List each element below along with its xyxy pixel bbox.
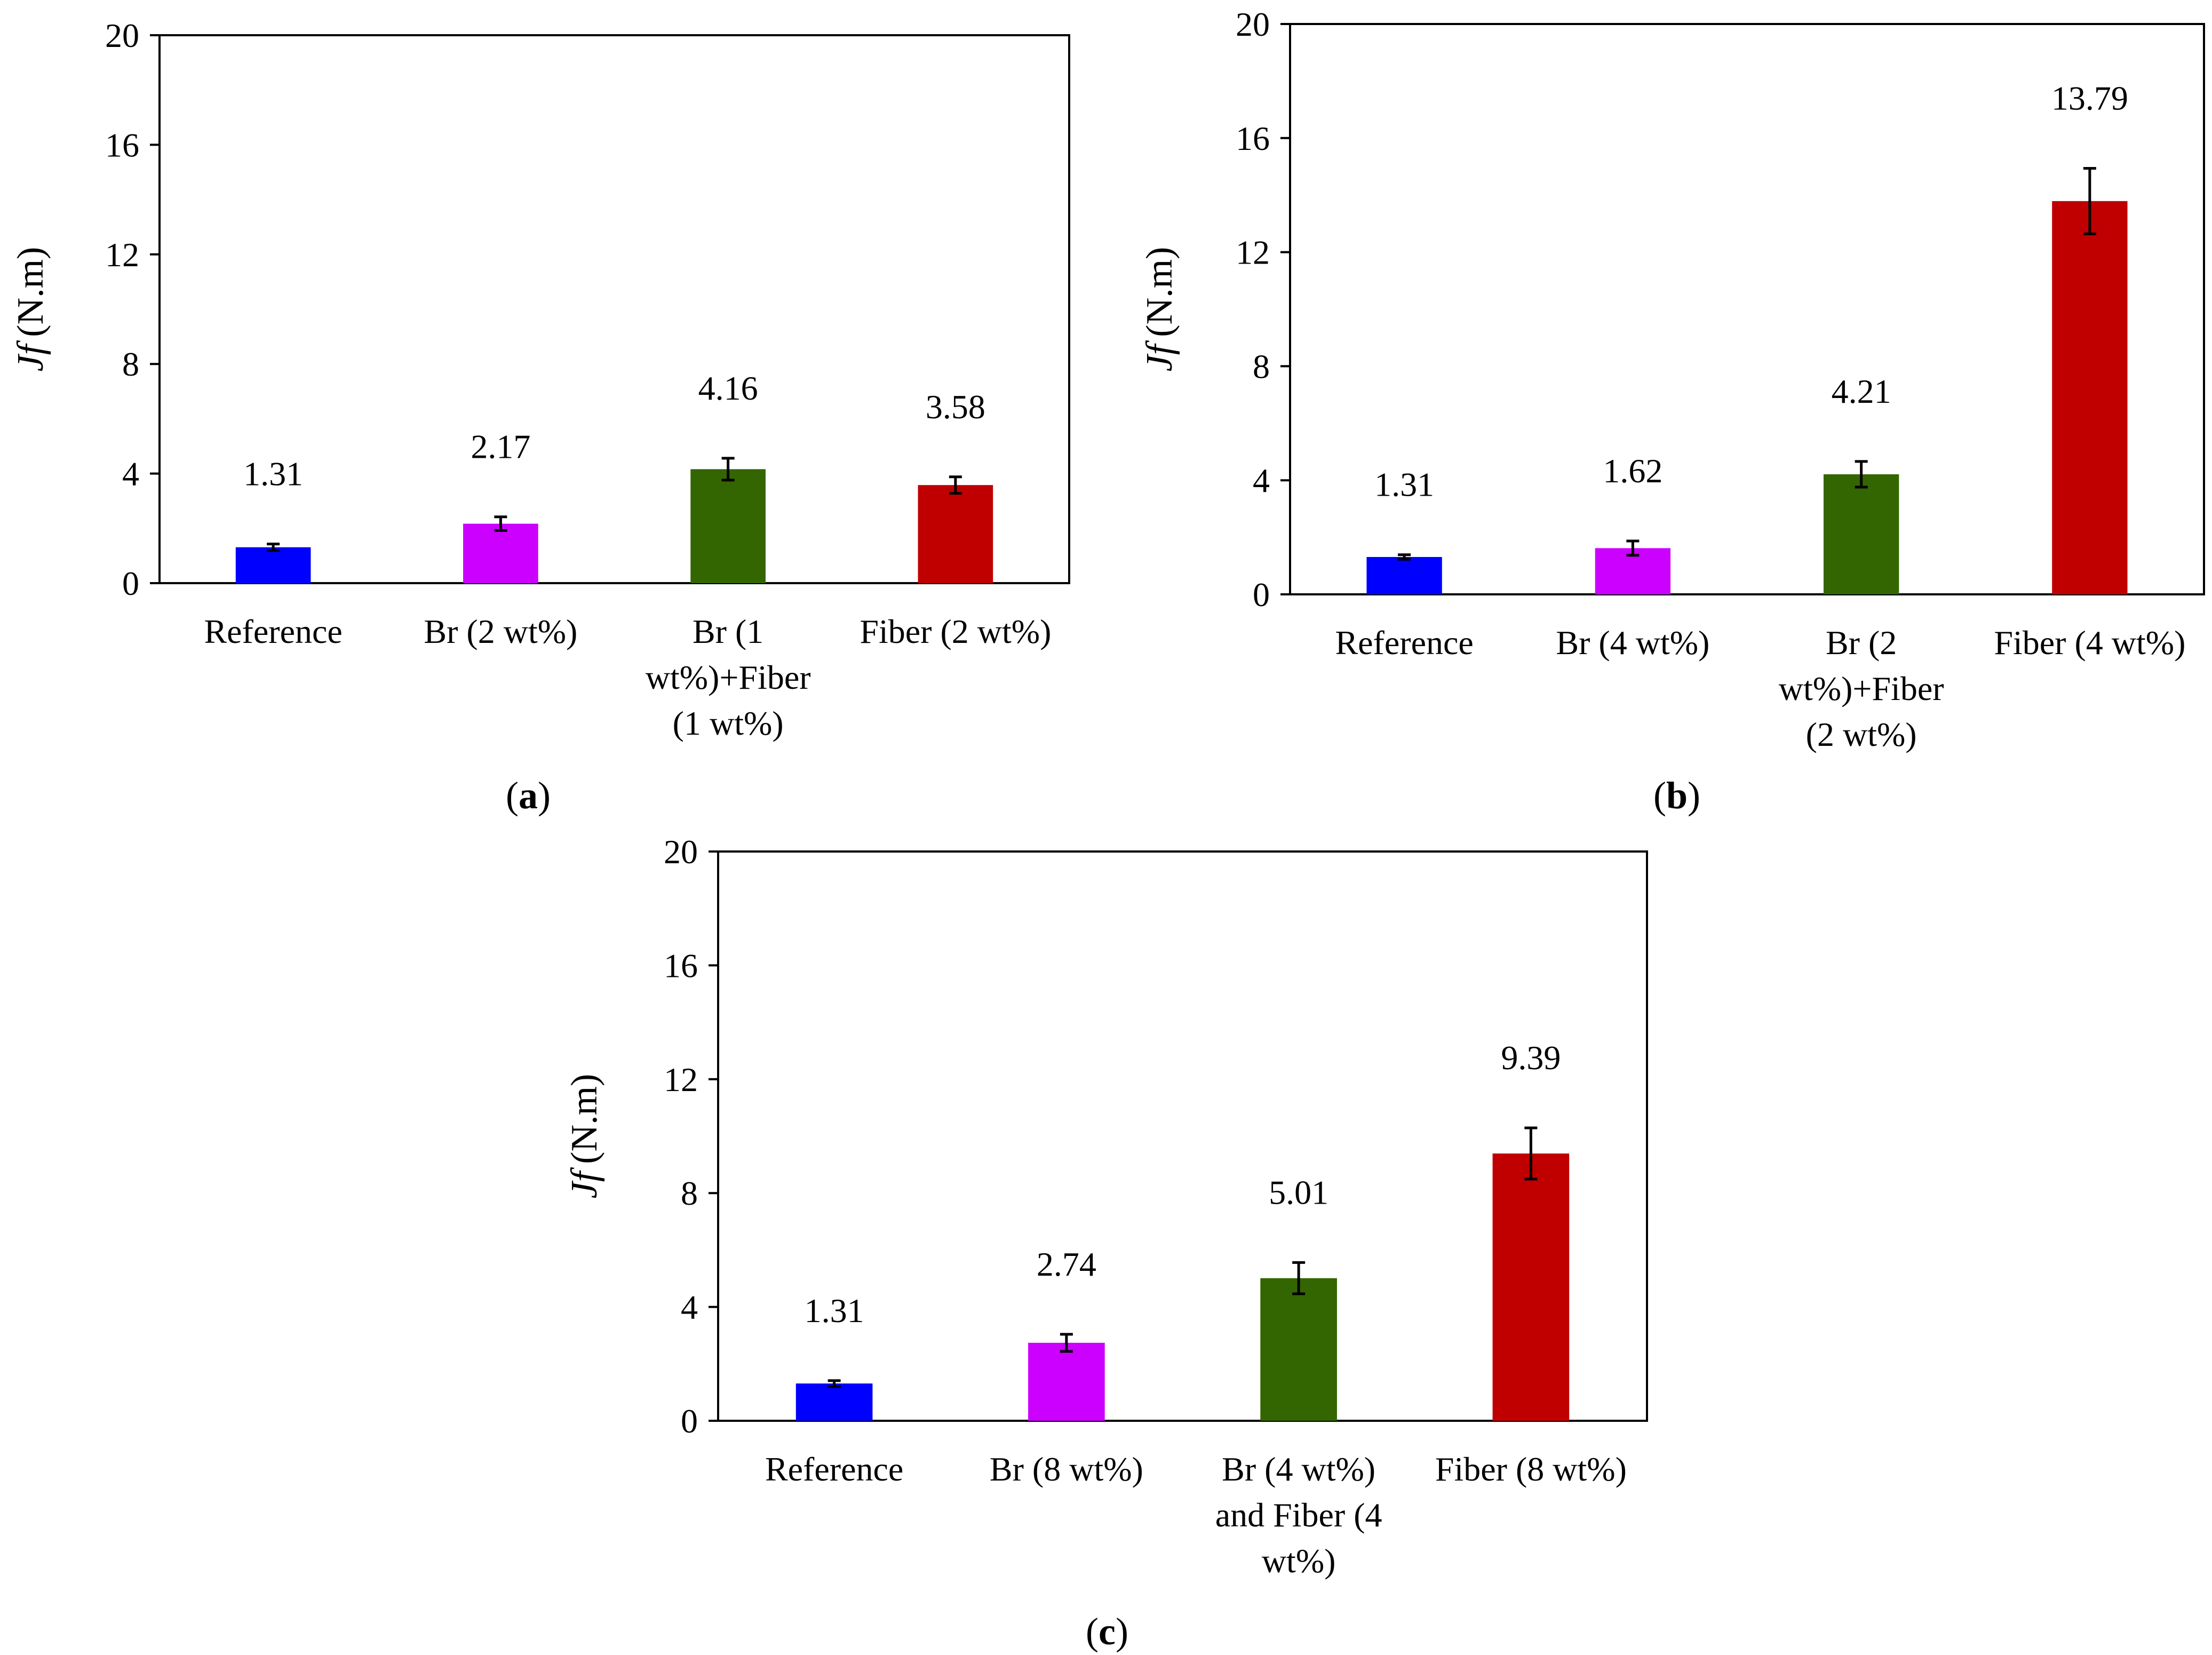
category-label: Reference [204,612,342,650]
plot-frame [158,34,1070,584]
category-label-line: wt%)+Fiber [646,658,811,696]
panel-paren-open: ( [1653,774,1666,817]
y-axis-label: Jf(N.m) [10,247,51,372]
category-label-line: Br (1 [693,612,763,650]
y-tick-label: 0 [681,1402,698,1440]
category-label: Br (4 wt%) [1556,624,1709,662]
category-label-line: and Fiber (4 [1215,1496,1382,1534]
bar [690,469,766,583]
y-tick-label: 20 [1236,5,1270,43]
panel-label: (a) [506,774,551,817]
y-tick-label: 20 [105,17,139,54]
chart-panel-a: 0 4 8 12 16 20 Jf(N.m) 1.31 Reference 2.17 Br (2 w… [10,17,1070,817]
data-label: 4.16 [698,369,758,407]
y-tick-label: 8 [122,345,139,383]
category-label-line: Fiber (8 wt%) [1435,1450,1627,1488]
y-axis-symbol: Jf [1139,340,1180,371]
chart-panel-b: 0 4 8 12 16 20 Jf(N.m) 1.31 Reference 1.62 Br (4 w… [1139,5,2205,817]
data-label: 5.01 [1269,1173,1328,1211]
y-tick-label: 16 [1236,120,1270,157]
bar [235,547,311,583]
data-label: 9.39 [1501,1039,1561,1077]
bar [1260,1278,1337,1421]
y-axis-unit: (N.m) [1139,247,1180,337]
chart-panel-c: 0 4 8 12 16 20 Jf(N.m) 1.31 Reference 2.74 Br (8 w… [564,833,1648,1653]
y-tick-label: 16 [664,946,698,984]
panel-letter: c [1099,1610,1116,1653]
category-label-line: Br (4 wt%) [1222,1450,1375,1488]
data-label: 4.21 [1832,372,1891,410]
y-tick-label: 8 [681,1174,698,1212]
plot-frame [1289,23,2205,595]
data-label: 1.31 [805,1292,864,1330]
category-label: Fiber (8 wt%) [1435,1450,1627,1488]
category-label-line: Br (4 wt%) [1556,624,1709,662]
data-label: 1.31 [243,455,303,493]
y-tick-label: 0 [122,564,139,602]
category-label: Br (4 wt%) and Fiber (4 wt%) [1215,1450,1382,1580]
category-label-line: Br (2 [1826,624,1897,662]
y-tick-label: 8 [1253,347,1270,385]
bar [2052,201,2128,594]
bar [1823,474,1899,594]
category-label-line: Fiber (4 wt%) [1994,624,2185,662]
category-label-line: (1 wt%) [673,704,784,742]
panel-label: (c) [1086,1610,1128,1653]
y-tick-label: 4 [1253,462,1270,499]
y-tick-label: 16 [105,126,139,164]
category-label: Reference [765,1450,903,1488]
y-tick-label: 0 [1253,576,1270,614]
panel-label: (b) [1653,774,1700,817]
category-label: Br (2 wt%)+Fiber (2 wt%) [1779,624,1944,753]
category-label-line: Br (2 wt%) [424,612,577,650]
bar [1366,556,1442,594]
y-axis-symbol: Jf [564,1167,605,1198]
panel-paren-close: ) [1116,1610,1128,1653]
data-label: 1.31 [1374,466,1434,504]
category-label-line: (2 wt%) [1806,715,1917,753]
category-label-line: wt%) [1262,1542,1336,1580]
category-label: Fiber (2 wt%) [860,612,1051,650]
y-tick-label: 12 [664,1061,698,1099]
data-label: 2.17 [471,428,530,466]
y-tick-label: 4 [122,455,139,493]
panel-letter: b [1666,774,1688,817]
panel-paren-close: ) [538,774,551,817]
bar [918,485,993,583]
category-label: Reference [1335,624,1473,662]
bar [1028,1342,1105,1421]
category-label: Br (1 wt%)+Fiber (1 wt%) [646,612,811,742]
bar [463,523,538,583]
category-label: Br (2 wt%) [424,612,577,650]
data-label: 13.79 [2051,79,2128,117]
panel-paren-close: ) [1688,774,1700,817]
category-label-line: Reference [1335,624,1473,662]
category-label-line: Reference [204,612,342,650]
panel-paren-open: ( [1086,1610,1099,1653]
y-tick-label: 12 [1236,234,1270,272]
category-label-line: Br (8 wt%) [990,1450,1143,1488]
bar [795,1383,873,1421]
category-label-line: Fiber (2 wt%) [860,612,1051,650]
data-label: 3.58 [926,388,985,426]
category-label: Fiber (4 wt%) [1994,624,2185,662]
y-axis-symbol: Jf [10,340,51,371]
bar [1492,1153,1570,1421]
y-tick-label: 20 [664,833,698,871]
data-label: 1.62 [1603,452,1662,490]
panel-letter: a [519,774,538,817]
plot-frame [717,850,1648,1422]
y-axis-label: Jf(N.m) [1139,247,1180,372]
y-axis-unit: (N.m) [10,247,51,337]
panel-paren-open: ( [506,774,519,817]
y-axis-label: Jf(N.m) [564,1074,605,1199]
y-tick-label: 12 [105,236,139,274]
category-label-line: Reference [765,1450,903,1488]
y-axis-unit: (N.m) [564,1074,605,1164]
category-label-line: wt%)+Fiber [1779,670,1944,707]
category-label: Br (8 wt%) [990,1450,1143,1488]
y-tick-label: 4 [681,1288,698,1326]
data-label: 2.74 [1037,1245,1096,1283]
